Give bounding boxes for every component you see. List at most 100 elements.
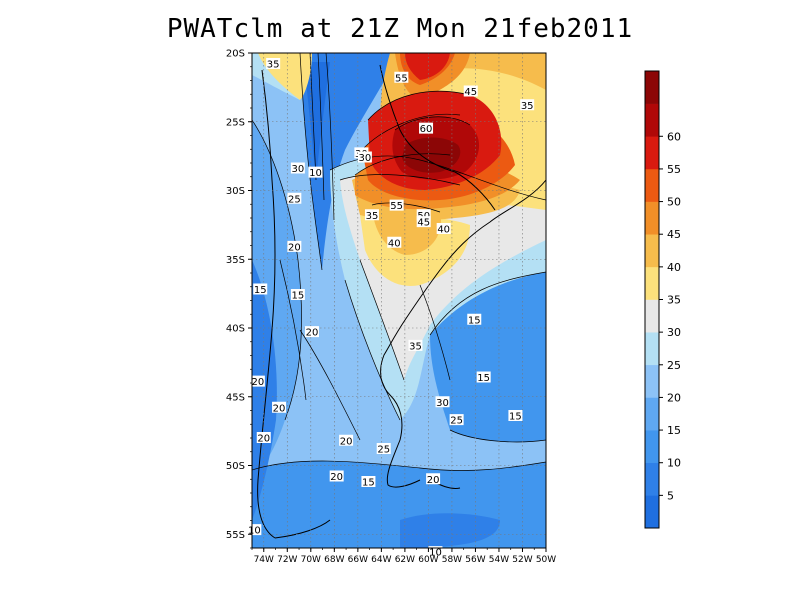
colorbar-label: 45 xyxy=(667,228,681,241)
contour-label-bg xyxy=(449,414,464,426)
contour-label: 25 xyxy=(377,445,390,456)
colorbar-label: 35 xyxy=(667,294,681,307)
contour-label: 30 xyxy=(436,398,449,409)
contour-lines xyxy=(252,53,546,471)
lon-tick-label: 72W xyxy=(277,555,297,565)
contour-label-bg xyxy=(247,524,262,536)
lat-tick-label: 35S xyxy=(226,255,245,266)
colorbar-label: 50 xyxy=(667,196,681,209)
band-10-15-south xyxy=(400,513,500,548)
lat-tick-label: 40S xyxy=(226,324,245,335)
colorbar-label: 30 xyxy=(667,326,681,339)
contour-label: 20 xyxy=(340,436,353,447)
band-65-plus-core xyxy=(402,137,461,173)
colorbar-segment xyxy=(645,201,659,235)
contour-label-bg xyxy=(389,199,404,211)
map-title: PWATclm at 21Z Mon 21feb2011 xyxy=(166,14,634,44)
lon-tick-label: 74W xyxy=(254,555,274,565)
contour-label: 15 xyxy=(477,373,490,384)
colorbar-label: 60 xyxy=(667,130,681,143)
colorbar-label: 5 xyxy=(667,489,674,502)
band-15-20-south xyxy=(252,461,546,548)
contour-label-bg xyxy=(329,470,344,482)
lon-tick-label: 54W xyxy=(489,555,509,565)
contour-label: 60 xyxy=(420,124,433,135)
contour-label-bg xyxy=(266,58,281,69)
contour-label-bg xyxy=(416,209,431,221)
colorbar-label: 20 xyxy=(667,391,681,404)
colorbar-segment xyxy=(645,495,659,529)
contour-label-bg xyxy=(426,473,441,485)
contour-label-bg xyxy=(256,432,271,443)
colorbar-segment xyxy=(645,266,659,300)
contour-label: 15 xyxy=(509,412,522,423)
contour-label: 40 xyxy=(388,238,401,249)
contour-label: 15 xyxy=(254,285,267,296)
colorbar-segment xyxy=(645,430,659,464)
colorbar-label: 40 xyxy=(667,261,681,274)
contour-label: 35 xyxy=(267,60,280,71)
contour-label-bg xyxy=(435,396,450,408)
colorbar-label: 25 xyxy=(667,359,681,372)
contour-label: 55 xyxy=(390,201,403,212)
contour-label-bg xyxy=(287,192,302,204)
contour-label-bg xyxy=(253,283,268,295)
lat-tick-label: 50S xyxy=(226,461,245,472)
contour-label-layer: 3555453560303030102555355045404020151515… xyxy=(247,58,535,559)
contour-label-bg xyxy=(408,339,423,351)
contour-label: 35 xyxy=(409,341,422,352)
lon-tick-label: 60W xyxy=(418,555,438,565)
lat-tick-label: 25S xyxy=(226,117,245,128)
contour-label: 30 xyxy=(291,164,304,175)
colorbar-segment xyxy=(645,299,659,333)
contour-label-bg xyxy=(416,216,431,228)
colorbar-segment xyxy=(645,364,659,398)
colorbar-segment xyxy=(645,71,659,104)
longitude-axis: 74W 72W 70W 68W 66W 64W 62W 60W 58W 56W 54W 52W 50W xyxy=(251,548,556,565)
contour-label: 45 xyxy=(464,87,477,98)
colorbar-label: 15 xyxy=(667,424,681,437)
band-5-10-north xyxy=(304,62,330,180)
colorbar-segment xyxy=(645,462,659,496)
lat-tick-label: 20S xyxy=(226,49,245,60)
contour-label-bg xyxy=(508,410,523,421)
band-15-20-ocean xyxy=(430,272,546,442)
lon-tick-label: 58W xyxy=(442,555,462,565)
contour-label: 20 xyxy=(306,328,319,339)
contour-label-bg xyxy=(376,443,391,454)
contour-label: 20 xyxy=(273,403,286,414)
colorbar-segment xyxy=(645,136,659,170)
contour-label: 40 xyxy=(437,225,450,236)
contour-label: 20 xyxy=(257,434,270,445)
contour-label-bg xyxy=(387,236,402,248)
contour-label-bg xyxy=(364,209,379,221)
colorbar-label: 10 xyxy=(667,457,681,470)
contour-label: 20 xyxy=(252,377,265,388)
contour-label-bg xyxy=(361,476,376,487)
contour-label-bg xyxy=(357,151,372,163)
contour-label-bg xyxy=(287,240,302,252)
contour-label: 10 xyxy=(429,548,442,559)
contour-label: 55 xyxy=(395,73,408,84)
contour-label: 25 xyxy=(450,416,463,427)
lat-tick-label: 30S xyxy=(226,186,245,197)
contour-label: 35 xyxy=(521,101,534,112)
contour-label: 45 xyxy=(417,218,430,229)
contour-label: 15 xyxy=(362,478,375,489)
contour-label-bg xyxy=(250,375,265,387)
contour-label: 20 xyxy=(427,475,440,486)
lon-tick-label: 56W xyxy=(465,555,485,565)
contour-label: 10 xyxy=(248,526,261,537)
map-panel xyxy=(252,53,546,548)
contour-label-bg xyxy=(428,546,443,558)
lon-tick-label: 64W xyxy=(371,555,391,565)
contour-label: 20 xyxy=(330,472,343,483)
lat-tick-label: 45S xyxy=(226,392,245,403)
coastline xyxy=(257,64,546,539)
contour-label-bg xyxy=(419,122,434,134)
contour-label: 25 xyxy=(288,194,301,205)
contour-label-bg xyxy=(467,313,482,325)
contour-label-bg xyxy=(476,371,491,383)
colorbar-label: 55 xyxy=(667,163,681,176)
